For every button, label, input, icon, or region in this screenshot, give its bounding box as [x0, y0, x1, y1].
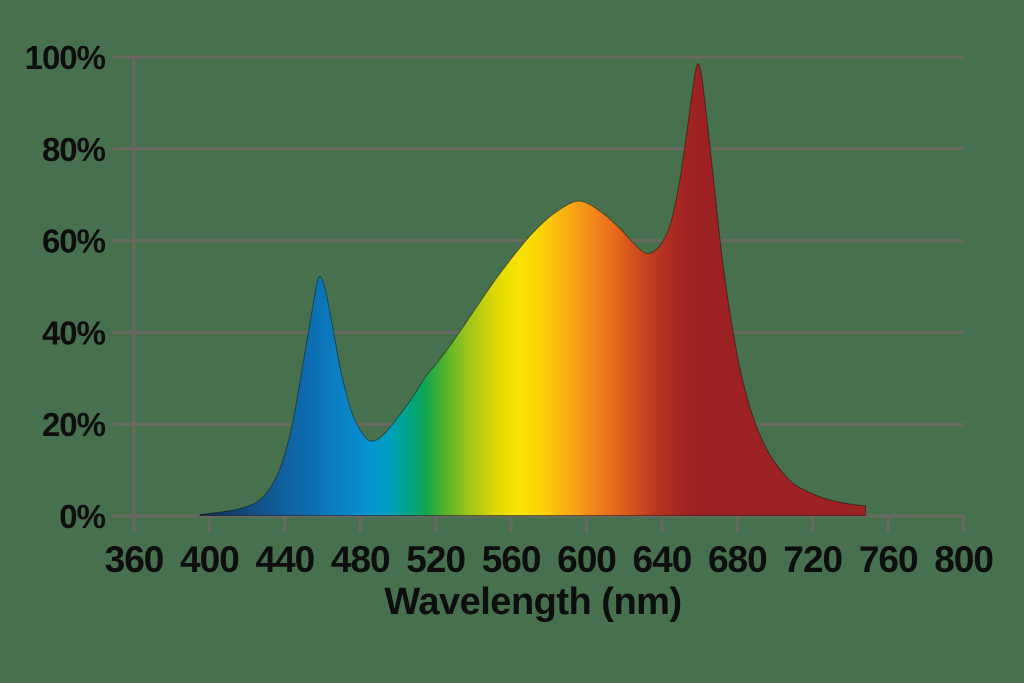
y-tick-label-20: 20%: [42, 406, 106, 443]
x-tick-label-360: 360: [105, 539, 164, 580]
x-tick-label-640: 640: [633, 539, 692, 580]
x-tick-label-680: 680: [708, 539, 767, 580]
y-tick-label-60: 60%: [42, 223, 106, 260]
y-tick-label-0: 0%: [59, 498, 105, 535]
x-tick-label-560: 560: [482, 539, 541, 580]
x-axis-title: Wavelength (nm): [384, 581, 681, 623]
spectrum-area: [199, 63, 867, 516]
x-tick-label-400: 400: [180, 539, 239, 580]
y-tick-label-40: 40%: [42, 314, 106, 351]
x-tick-label-720: 720: [783, 539, 842, 580]
y-tick-label-100: 100%: [25, 39, 106, 76]
x-tick-label-800: 800: [934, 539, 993, 580]
x-tick-label-760: 760: [859, 539, 918, 580]
x-tick-label-520: 520: [406, 539, 465, 580]
x-tick-label-440: 440: [255, 539, 314, 580]
y-tick-label-80: 80%: [42, 131, 106, 168]
x-tick-label-600: 600: [557, 539, 616, 580]
x-tick-label-480: 480: [331, 539, 390, 580]
